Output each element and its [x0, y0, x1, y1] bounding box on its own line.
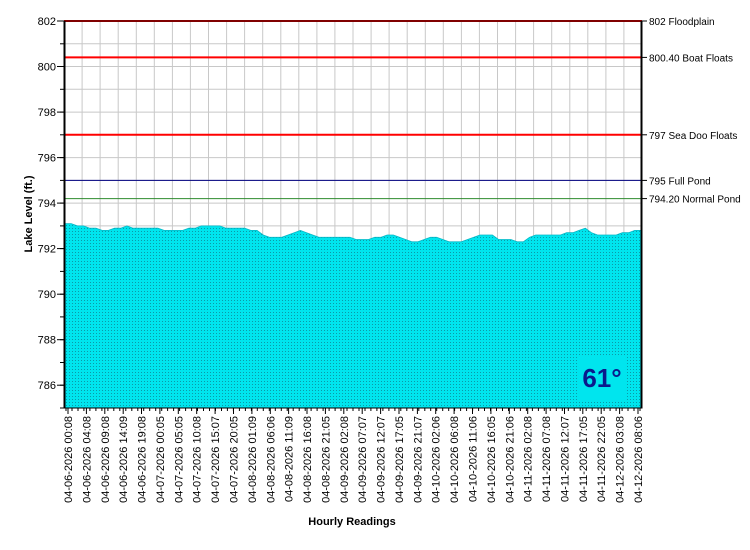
reference-label: 802 Floodplain	[649, 17, 715, 28]
x-tick-label: 04-08-2026 16:08	[302, 416, 314, 503]
x-tick-label: 04-09-2026 07:07	[357, 416, 369, 503]
y-tick-label: 802	[38, 16, 56, 28]
y-axis-ticks: 786 788 790 792 794 796 798 800 802	[38, 16, 64, 409]
x-tick-label: 04-09-2026 12:07	[376, 416, 388, 503]
x-tick-label: 04-07-2026 05:05	[173, 416, 185, 503]
x-tick-label: 04-10-2026 21:06	[504, 416, 516, 503]
x-tick-label: 04-06-2026 09:08	[100, 416, 112, 503]
y-tick-label: 796	[38, 153, 56, 165]
x-tick-label: 04-06-2026 00:08	[63, 416, 75, 503]
x-tick-label: 04-06-2026 14:09	[118, 416, 130, 503]
temperature-value: 61°	[582, 363, 621, 393]
y-tick-label: 800	[38, 62, 56, 74]
reference-label: 797 Sea Doo Floats	[649, 131, 737, 142]
x-tick-label: 04-10-2026 16:05	[486, 416, 498, 503]
y-tick-label: 798	[38, 107, 56, 119]
x-tick-label: 04-07-2026 00:05	[155, 416, 167, 503]
x-tick-label: 04-09-2026 21:07	[412, 416, 424, 503]
x-tick-label: 04-08-2026 21:05	[320, 416, 332, 503]
y-tick-label: 786	[38, 380, 56, 392]
x-tick-label: 04-10-2026 02:06	[431, 416, 443, 503]
x-tick-label: 04-10-2026 11:06	[468, 416, 480, 502]
x-tick-label: 04-11-2026 02:08	[523, 416, 535, 502]
x-tick-label: 04-06-2026 19:08	[137, 416, 149, 503]
x-tick-label: 04-09-2026 17:05	[394, 416, 406, 503]
x-tick-label: 04-07-2026 10:08	[192, 416, 204, 503]
y-tick-label: 792	[38, 244, 56, 256]
x-tick-label: 04-09-2026 02:08	[339, 416, 351, 503]
y-axis-title: Lake Level (ft.)	[23, 175, 35, 252]
x-tick-label: 04-07-2026 15:07	[210, 416, 222, 503]
x-tick-label: 04-08-2026 01:09	[247, 416, 259, 503]
x-tick-label: 04-07-2026 20:05	[229, 416, 241, 503]
x-tick-label: 04-12-2026 03:08	[615, 416, 627, 503]
x-axis-ticks: 04-06-2026 00:08 04-06-2026 04:08 04-06-20…	[63, 408, 645, 503]
reference-label: 800.40 Boat Floats	[649, 53, 733, 64]
lake-level-area	[64, 223, 642, 409]
temperature-badge	[578, 356, 627, 400]
reference-label: 794.20 Normal Pond	[649, 195, 741, 206]
x-axis-title: Hourly Readings	[308, 516, 395, 528]
y-tick-label: 788	[38, 335, 56, 347]
x-tick-label: 04-08-2026 11:09	[284, 416, 296, 502]
x-tick-label: 04-06-2026 04:08	[81, 416, 93, 503]
x-tick-label: 04-11-2026 22:05	[596, 416, 608, 502]
x-tick-label: 04-12-2026 08:06	[633, 416, 645, 503]
y-tick-label: 794	[38, 198, 56, 210]
x-tick-label: 04-11-2026 07:08	[541, 416, 553, 502]
y-tick-label: 790	[38, 289, 56, 301]
x-tick-label: 04-11-2026 12:07	[560, 416, 572, 502]
lake-level-series	[64, 223, 642, 409]
reference-labels: 802 Floodplain 800.40 Boat Floats 797 Sea …	[642, 17, 741, 206]
x-tick-label: 04-08-2026 06:06	[265, 416, 277, 503]
x-tick-label: 04-10-2026 06:08	[449, 416, 461, 503]
x-tick-label: 04-11-2026 17:05	[578, 416, 590, 502]
reference-label: 795 Full Pond	[649, 176, 711, 187]
